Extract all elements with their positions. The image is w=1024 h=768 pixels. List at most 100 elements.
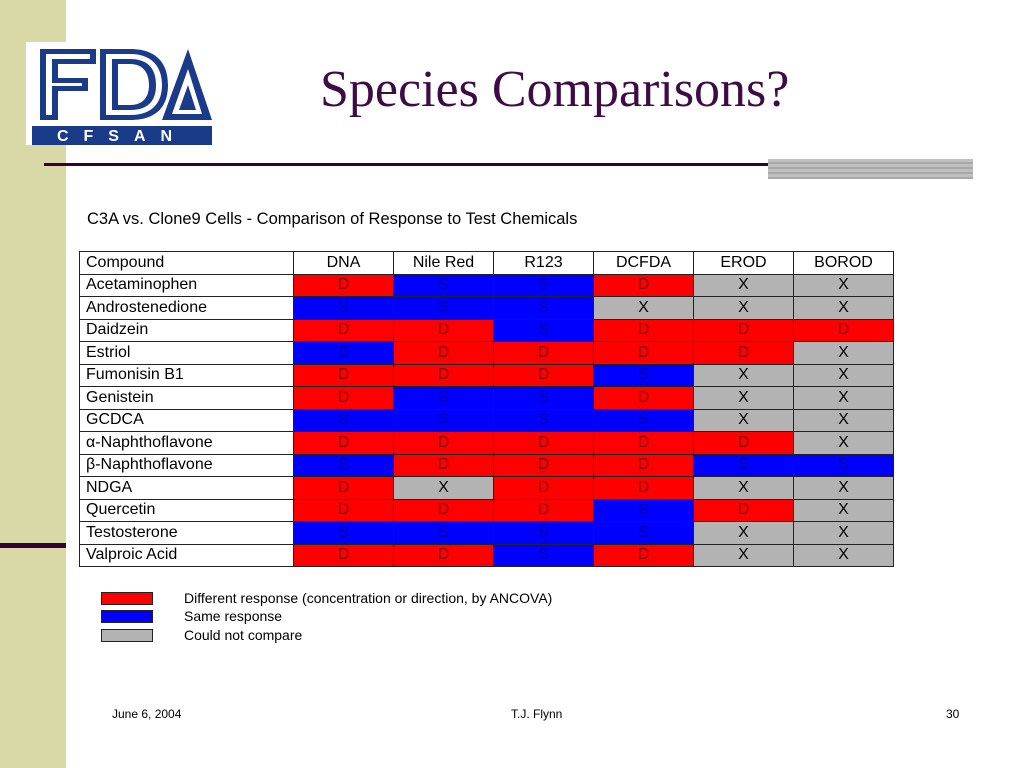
response-cell: S <box>493 296 594 320</box>
response-cell: S <box>493 318 594 342</box>
response-cell: D <box>493 476 594 500</box>
response-cell: S <box>393 386 494 410</box>
response-cell: X <box>693 273 794 297</box>
table-row: α-Naphthoflavone D D D D D X <box>79 431 894 455</box>
response-cell: S <box>393 273 494 297</box>
response-cell: S <box>293 408 394 432</box>
response-cell: D <box>393 498 494 522</box>
footer-date: June 6, 2004 <box>112 707 182 721</box>
table-row: GCDCA S S S S X X <box>79 408 894 432</box>
table-row: β-Naphthoflavone S D D D S S <box>79 453 894 477</box>
response-cell: D <box>493 363 594 387</box>
table-row: Daidzein D D S D D D <box>79 318 894 342</box>
response-cell: D <box>393 431 494 455</box>
column-header: R123 <box>493 251 594 275</box>
response-cell: X <box>693 408 794 432</box>
response-cell: D <box>593 543 694 567</box>
column-header: DCFDA <box>593 251 694 275</box>
table-row: Valproic Acid D D S D X X <box>79 543 894 567</box>
response-cell: S <box>393 408 494 432</box>
response-cell: D <box>293 363 394 387</box>
response-cell: X <box>793 543 894 567</box>
compound-cell: Valproic Acid <box>79 543 294 567</box>
table-caption: C3A vs. Clone9 Cells - Comparison of Res… <box>87 210 578 228</box>
response-cell: S <box>793 453 894 477</box>
legend-swatch-blue <box>101 610 153 623</box>
response-cell: D <box>393 318 494 342</box>
response-cell: S <box>493 386 594 410</box>
compound-cell: Estriol <box>79 341 294 365</box>
title-bar-decoration <box>768 159 973 179</box>
response-cell: D <box>293 386 394 410</box>
column-header: DNA <box>293 251 394 275</box>
response-cell: S <box>593 408 694 432</box>
response-cell: D <box>593 386 694 410</box>
response-cell: D <box>493 431 594 455</box>
table-row: Quercetin D D D S D X <box>79 498 894 522</box>
footer-author: T.J. Flynn <box>511 707 563 721</box>
compound-cell: Quercetin <box>79 498 294 522</box>
legend-label: Same response <box>184 608 283 624</box>
compound-cell: Acetaminophen <box>79 273 294 297</box>
response-cell: D <box>293 476 394 500</box>
response-cell: S <box>293 341 394 365</box>
table-row: Androstenedione S S S X X X <box>79 296 894 320</box>
response-cell: D <box>293 273 394 297</box>
table-row: Fumonisin B1 D D D S X X <box>79 363 894 387</box>
response-cell: D <box>393 341 494 365</box>
left-band-divider <box>0 543 66 548</box>
response-cell: S <box>493 521 594 545</box>
response-cell: D <box>593 318 694 342</box>
legend-item-same: Same response <box>100 608 700 624</box>
compound-cell: Testosterone <box>79 521 294 545</box>
response-cell: X <box>693 386 794 410</box>
compound-cell: Fumonisin B1 <box>79 363 294 387</box>
compound-cell: Genistein <box>79 386 294 410</box>
response-cell: S <box>493 408 594 432</box>
fda-cfsan-logo: CFSAN <box>26 42 212 145</box>
response-cell: D <box>693 341 794 365</box>
response-cell: D <box>493 498 594 522</box>
response-cell: D <box>693 498 794 522</box>
response-cell: D <box>393 453 494 477</box>
response-cell: X <box>793 521 894 545</box>
column-header: BOROD <box>793 251 894 275</box>
response-cell: D <box>293 318 394 342</box>
response-cell: S <box>393 521 494 545</box>
response-cell: D <box>593 341 694 365</box>
compound-cell: GCDCA <box>79 408 294 432</box>
table-row: Acetaminophen D S S D X X <box>79 273 894 297</box>
response-cell: S <box>693 453 794 477</box>
logo-cfsan-text: CFSAN <box>57 128 187 145</box>
response-cell: X <box>793 408 894 432</box>
compound-cell: NDGA <box>79 476 294 500</box>
compound-cell: Androstenedione <box>79 296 294 320</box>
response-cell: D <box>393 363 494 387</box>
response-cell: S <box>593 521 694 545</box>
response-cell: X <box>793 476 894 500</box>
compound-cell: β-Naphthoflavone <box>79 453 294 477</box>
legend-item-not-compared: Could not compare <box>100 627 700 643</box>
compound-cell: Daidzein <box>79 318 294 342</box>
response-cell: X <box>593 296 694 320</box>
response-cell: S <box>293 453 394 477</box>
column-header-compound: Compound <box>79 251 294 275</box>
legend-swatch-gray <box>101 629 153 642</box>
column-header: EROD <box>693 251 794 275</box>
compound-cell: α-Naphthoflavone <box>79 431 294 455</box>
response-cell: X <box>793 296 894 320</box>
response-cell: D <box>293 498 394 522</box>
comparison-table: Compound DNA Nile Red R123 DCFDA EROD BOROD Ac… <box>79 251 894 567</box>
response-cell: X <box>793 341 894 365</box>
legend-label: Could not compare <box>184 627 303 643</box>
response-cell: D <box>693 318 794 342</box>
response-cell: D <box>793 318 894 342</box>
table-header-row: Compound DNA Nile Red R123 DCFDA EROD BOROD <box>79 251 894 275</box>
response-cell: X <box>793 498 894 522</box>
response-cell: X <box>793 386 894 410</box>
response-cell: S <box>493 273 594 297</box>
response-cell: X <box>693 476 794 500</box>
response-cell: X <box>693 296 794 320</box>
response-cell: X <box>693 521 794 545</box>
response-cell: D <box>393 543 494 567</box>
